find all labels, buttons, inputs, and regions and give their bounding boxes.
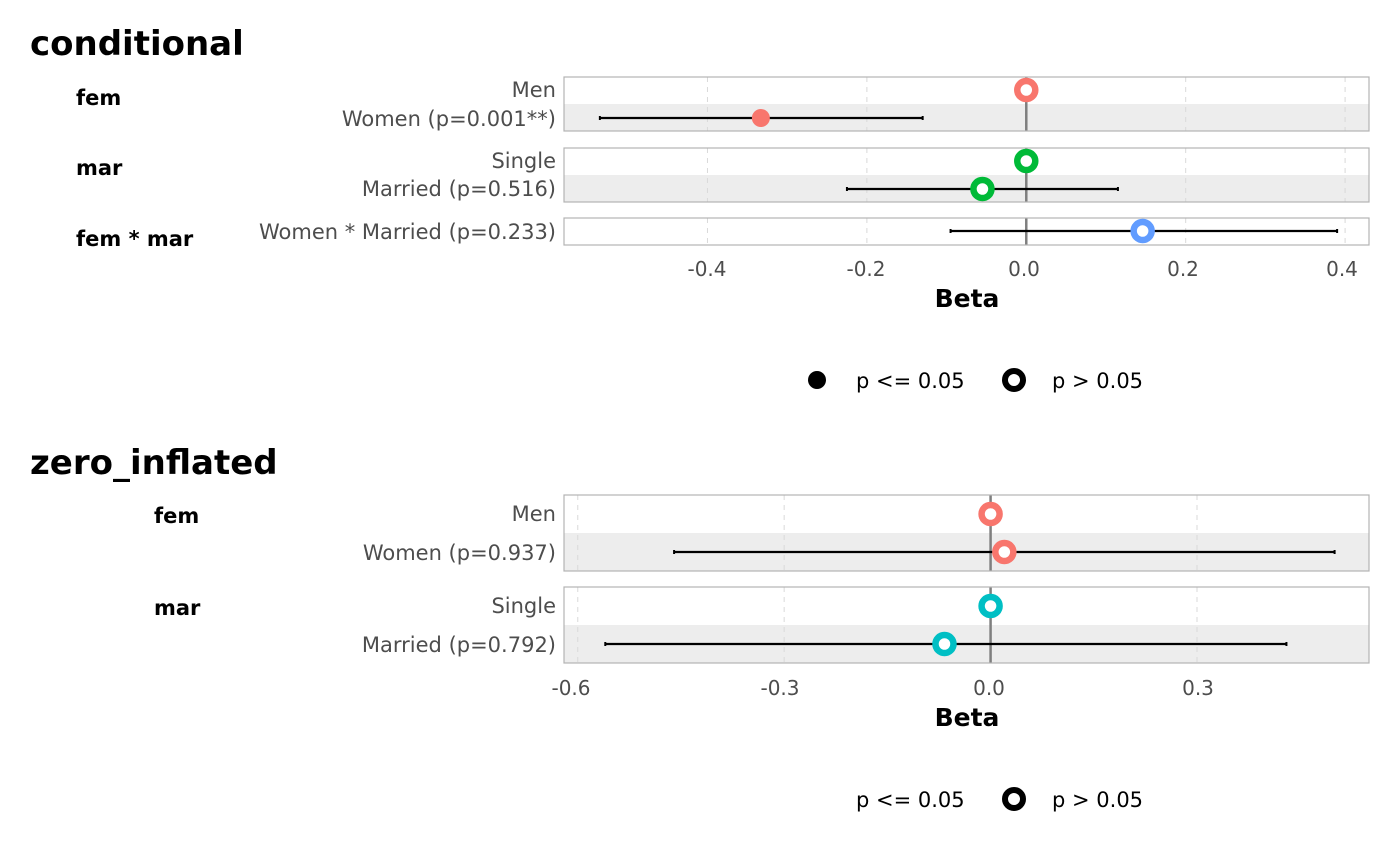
panel-title-zero-inflated: zero_inflated: [30, 443, 278, 483]
estimate-point: [1130, 218, 1155, 244]
row-label: Women * Married (p=0.233): [259, 220, 556, 244]
legend-label: p > 0.05: [1052, 788, 1143, 812]
estimate-point: [970, 176, 995, 202]
row-label: Men: [512, 502, 556, 526]
row-label: Women (p=0.937): [363, 541, 556, 565]
estimate-point: [992, 539, 1017, 565]
x-tick-label: -0.4: [687, 257, 726, 281]
row-label: Married (p=0.516): [362, 177, 556, 201]
x-tick-label: -0.2: [846, 257, 885, 281]
facet-panel-border: [563, 494, 1370, 572]
estimate-point: [978, 593, 1003, 619]
estimate-point: [1014, 148, 1039, 174]
group-label: fem: [154, 504, 199, 528]
x-axis-title: Beta: [935, 284, 1000, 313]
x-tick-label: -0.3: [760, 676, 799, 700]
x-tick-label: 0.2: [1167, 257, 1199, 281]
group-label: mar: [154, 596, 201, 620]
legend-label: p > 0.05: [1052, 369, 1143, 393]
x-tick-label: 0.0: [1008, 257, 1040, 281]
facet-panel-border: [563, 586, 1370, 664]
x-tick-label: 0.0: [973, 676, 1005, 700]
estimate-point: [932, 631, 957, 657]
estimate-point: [978, 501, 1003, 527]
group-label: mar: [76, 156, 123, 180]
row-label: Single: [491, 149, 556, 173]
estimate-point: [1014, 77, 1039, 103]
x-tick-label: 0.3: [1182, 676, 1214, 700]
facet-panel-border: [563, 217, 1370, 246]
row-label: Single: [491, 594, 556, 618]
x-tick-label: 0.4: [1326, 257, 1358, 281]
legend-ring-key: [1002, 368, 1026, 392]
estimate-point: [751, 109, 770, 127]
x-axis-title: Beta: [935, 703, 1000, 732]
facet-panel-border: [563, 147, 1370, 203]
legend-ring-key: [1002, 787, 1026, 811]
panel-title-conditional: conditional: [30, 24, 244, 64]
row-label: Married (p=0.792): [362, 633, 556, 657]
row-label: Women (p=0.001**): [342, 107, 556, 131]
x-tick-label: -0.6: [551, 676, 590, 700]
legend-label: p <= 0.05: [856, 788, 965, 812]
group-label: fem: [76, 86, 121, 110]
legend-label: p <= 0.05: [856, 369, 965, 393]
row-label: Men: [512, 78, 556, 102]
group-label: fem * mar: [76, 227, 194, 251]
facet-panel-border: [563, 76, 1370, 132]
legend-filled-key: [808, 371, 826, 389]
